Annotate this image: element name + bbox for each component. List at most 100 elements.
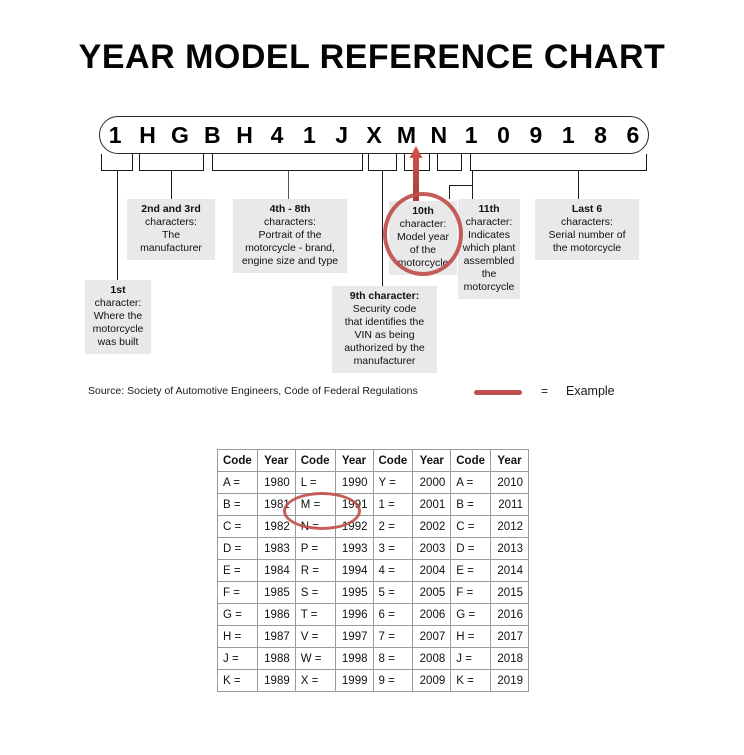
bracket-last-6 bbox=[470, 154, 647, 171]
vin-char-5: H bbox=[236, 121, 253, 148]
table-cell-code: E = bbox=[450, 559, 491, 582]
note-ninth-heading: 9th character: bbox=[349, 290, 420, 302]
tenth-character-highlight-circle bbox=[383, 192, 463, 276]
table-cell-year: 2017 bbox=[490, 625, 529, 648]
table-cell-year: 2006 bbox=[412, 603, 452, 626]
table-cell-code: Y = bbox=[372, 471, 414, 494]
table-cell-code: X = bbox=[294, 669, 336, 692]
table-cell-year: 2014 bbox=[490, 559, 529, 582]
table-cell-code: B = bbox=[450, 493, 491, 516]
year-code-table: Code Year Code Year Code Year Code Year … bbox=[217, 449, 529, 692]
table-cell-code: 7 = bbox=[372, 625, 414, 648]
table-cell-year: 2001 bbox=[412, 493, 452, 516]
vin-char-15: 1 bbox=[561, 121, 575, 148]
leader-fourth-eighth bbox=[288, 171, 289, 199]
note-first-character-heading: 1st bbox=[110, 284, 126, 296]
example-arrow-icon bbox=[409, 146, 423, 206]
table-cell-code: R = bbox=[294, 559, 336, 582]
note-fourth-eighth-line-2: Portrait of the bbox=[258, 229, 322, 241]
legend-red-bar-icon bbox=[474, 390, 522, 395]
vin-char-2: H bbox=[139, 121, 156, 148]
year-code-table-body: A = 1980 L = 1990 Y = 2000 A = 2010 B = 1981 M = 19… bbox=[217, 471, 529, 692]
table-cell-code: D = bbox=[450, 537, 491, 560]
table-cell-year: 2000 bbox=[412, 471, 452, 494]
table-row: C = 1982 N = 1992 2 = 2002 C = 2012 bbox=[217, 515, 529, 538]
table-header-code-4: Code bbox=[450, 449, 491, 472]
table-row: F = 1985 S = 1995 5 = 2005 F = 2015 bbox=[217, 581, 529, 604]
note-fourth-eighth-line-3: motorcycle - brand, bbox=[245, 242, 335, 254]
table-cell-code: W = bbox=[294, 647, 336, 670]
table-cell-code: T = bbox=[294, 603, 336, 626]
table-cell-code: G = bbox=[450, 603, 491, 626]
table-cell-code: E = bbox=[217, 559, 258, 582]
vin-char-11: N bbox=[430, 121, 448, 148]
note-eleventh-line-5: the bbox=[481, 268, 497, 280]
table-cell-code: H = bbox=[450, 625, 491, 648]
note-eleventh-heading: 11th bbox=[478, 203, 500, 215]
table-cell-code: J = bbox=[217, 647, 258, 670]
note-fourth-eighth-line-1: characters: bbox=[264, 216, 316, 228]
table-cell-code: G = bbox=[217, 603, 258, 626]
table-cell-year: 1986 bbox=[256, 603, 296, 626]
table-cell-year: 1984 bbox=[256, 559, 296, 582]
legend-label: Example bbox=[566, 384, 615, 398]
table-header-code-3: Code bbox=[372, 449, 414, 472]
legend-equals-sign: = bbox=[541, 384, 549, 398]
vin-char-9: X bbox=[366, 121, 382, 148]
note-eleventh-line-1: character: bbox=[465, 216, 513, 228]
table-cell-code: 8 = bbox=[372, 647, 414, 670]
leader-last-six bbox=[578, 171, 579, 199]
vin-char-4: B bbox=[203, 121, 221, 148]
table-row: G = 1986 T = 1996 6 = 2006 G = 2016 bbox=[217, 603, 529, 626]
vin-char-8: J bbox=[335, 121, 349, 148]
table-row: E = 1984 R = 1994 4 = 2004 E = 2014 bbox=[217, 559, 529, 582]
table-header-year-4: Year bbox=[490, 449, 529, 472]
bracket-char-1 bbox=[101, 154, 133, 171]
table-cell-code: P = bbox=[294, 537, 336, 560]
note-fourth-eighth-characters: 4th - 8th characters: Portrait of the mo… bbox=[233, 199, 347, 273]
table-cell-code: K = bbox=[217, 669, 258, 692]
table-cell-year: 1998 bbox=[334, 647, 374, 670]
table-header-code-2: Code bbox=[294, 449, 336, 472]
note-last-six-heading: Last 6 bbox=[571, 203, 603, 215]
leader-eleventh-jog bbox=[449, 185, 473, 186]
table-cell-year: 1988 bbox=[256, 647, 296, 670]
source-text: Source: Society of Automotive Engineers,… bbox=[88, 385, 418, 397]
leader-first-character bbox=[117, 171, 118, 281]
table-cell-code: C = bbox=[450, 515, 491, 538]
table-cell-year: 1999 bbox=[334, 669, 374, 692]
table-cell-year: 1996 bbox=[334, 603, 374, 626]
note-last-six-line-1: characters: bbox=[561, 216, 613, 228]
table-cell-code: L = bbox=[294, 471, 336, 494]
note-ninth-line-2: that identifies the bbox=[344, 316, 425, 328]
leader-ninth-character bbox=[382, 171, 383, 286]
note-ninth-character: 9th character: Security code that identi… bbox=[332, 286, 437, 373]
note-second-third-line-1: characters: bbox=[145, 216, 197, 228]
vin-char-17: 6 bbox=[626, 121, 640, 148]
note-second-third-line-2: The bbox=[161, 229, 181, 241]
table-cell-year: 2002 bbox=[412, 515, 452, 538]
note-ninth-line-5: manufacturer bbox=[353, 355, 416, 367]
vin-char-14: 9 bbox=[529, 121, 543, 148]
table-cell-code: 2 = bbox=[372, 515, 414, 538]
note-fourth-eighth-heading: 4th - 8th bbox=[269, 203, 311, 215]
note-first-character-line-2: Where the bbox=[93, 310, 143, 322]
table-cell-year: 2015 bbox=[490, 581, 529, 604]
bracket-char-11 bbox=[437, 154, 462, 171]
note-eleventh-character: 11th character: Indicates which plant as… bbox=[458, 199, 520, 299]
note-first-character-line-4: was built bbox=[97, 336, 139, 348]
vin-char-10: M bbox=[396, 121, 416, 148]
table-cell-year: 2019 bbox=[490, 669, 529, 692]
note-ninth-line-3: VIN as being bbox=[354, 329, 415, 341]
table-row: H = 1987 V = 1997 7 = 2007 H = 2017 bbox=[217, 625, 529, 648]
table-cell-code: S = bbox=[294, 581, 336, 604]
table-cell-year: 2005 bbox=[412, 581, 452, 604]
table-cell-year: 1987 bbox=[256, 625, 296, 648]
note-last-six-line-3: the motorcycle bbox=[552, 242, 622, 254]
vin-char-6: 4 bbox=[270, 121, 284, 148]
table-cell-code: 6 = bbox=[372, 603, 414, 626]
vin-char-12: 1 bbox=[464, 121, 478, 148]
note-first-character-line-1: character: bbox=[94, 297, 142, 309]
note-ninth-line-1: Security code bbox=[352, 303, 417, 315]
note-last-six-line-2: Serial number of bbox=[548, 229, 626, 241]
